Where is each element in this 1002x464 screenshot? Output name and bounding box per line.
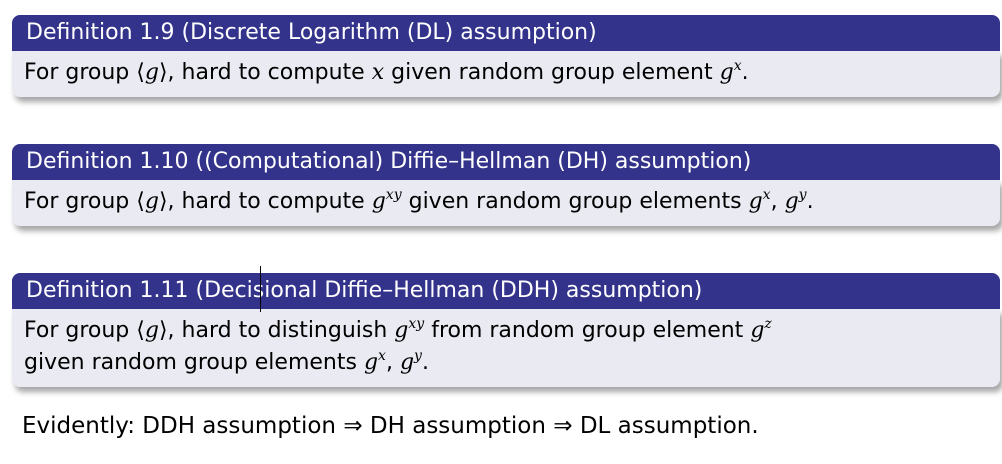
body-text: . [806, 189, 814, 214]
body-text: . [741, 60, 749, 85]
definition-body: For group ⟨g⟩, hard to compute x given r… [12, 51, 1000, 97]
conclusion-text: DH assumption [362, 413, 554, 439]
body-text: given random group elements [24, 350, 364, 375]
math-gx: gx [363, 348, 386, 375]
text-cursor [260, 266, 261, 312]
body-text: given random group elements [401, 189, 749, 214]
body-text: For group [24, 189, 137, 214]
bracket-close: ⟩ [158, 189, 168, 214]
definition-body: For group ⟨g⟩, hard to distinguish gxy f… [12, 309, 1000, 387]
implies-arrow: ⇒ [553, 413, 573, 439]
body-text: . [421, 350, 429, 375]
body-text: , hard to compute [167, 189, 372, 214]
body-text: , hard to compute [167, 60, 372, 85]
conclusion-text: Evidently: DDH assumption [22, 413, 344, 439]
bracket-close: ⟩ [158, 318, 168, 343]
body-text: , [770, 189, 785, 214]
bracket-close: ⟩ [158, 60, 168, 85]
body-text: from random group element [424, 318, 751, 343]
definition-block-1-10: Definition 1.10 ((Computational) Diffie–… [12, 144, 1000, 226]
math-gx: gx [719, 58, 742, 85]
bracket-open: ⟨ [136, 189, 145, 214]
math-gx: gx [748, 187, 771, 214]
definition-body: For group ⟨g⟩, hard to compute gxy given… [12, 180, 1000, 226]
implies-arrow: ⇒ [343, 413, 363, 439]
math-gz: gz [750, 316, 772, 343]
math-gy: gy [784, 187, 807, 214]
conclusion-line: Evidently: DDH assumption ⇒ DH assumptio… [22, 413, 759, 439]
math-g: g [144, 60, 159, 85]
definition-title: Definition 1.10 ((Computational) Diffie–… [12, 144, 1000, 180]
bracket-open: ⟨ [136, 318, 145, 343]
math-g: g [144, 189, 159, 214]
math-gy: gy [399, 348, 422, 375]
definition-block-1-11: Definition 1.11 (Decisional Diffie–Hellm… [12, 273, 1000, 387]
body-text: For group [24, 318, 137, 343]
body-text: given random group element [384, 60, 720, 85]
definition-block-1-9: Definition 1.9 (Discrete Logarithm (DL) … [12, 15, 1000, 97]
math-gxy: gxy [394, 316, 425, 343]
conclusion-text: DL assumption. [572, 413, 759, 439]
definition-title: Definition 1.9 (Discrete Logarithm (DL) … [12, 15, 1000, 51]
math-gxy: gxy [371, 187, 402, 214]
math-x: x [371, 60, 385, 85]
body-text: , hard to distinguish [167, 318, 395, 343]
math-g: g [144, 318, 159, 343]
definition-title: Definition 1.11 (Decisional Diffie–Hellm… [12, 273, 1000, 309]
body-text: , [385, 350, 400, 375]
body-text: For group [24, 60, 137, 85]
bracket-open: ⟨ [136, 60, 145, 85]
